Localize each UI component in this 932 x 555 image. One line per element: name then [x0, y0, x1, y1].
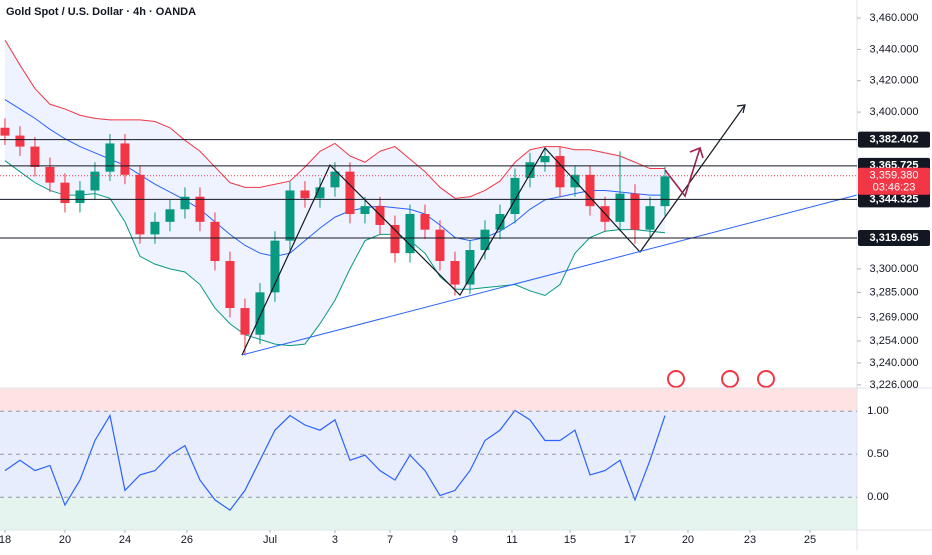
projection-arrow-head: [689, 146, 704, 159]
candle-body: [210, 221, 220, 262]
event-icon[interactable]: [667, 370, 685, 388]
candle-body: [345, 171, 355, 214]
osc-tick-label: 0.50: [867, 448, 888, 460]
candle-body: [90, 171, 100, 191]
candle-body: [180, 196, 190, 210]
level-tag: [858, 191, 930, 208]
y-tick-label: 3,400.000: [870, 106, 919, 118]
candle-body: [165, 209, 175, 222]
candle-body: [450, 261, 460, 285]
y-tick-label: 3,300.000: [870, 263, 919, 275]
candle-body: [660, 176, 670, 207]
drawings: [241, 104, 858, 388]
trendline: [241, 194, 858, 356]
y-tick-label: 3,460.000: [870, 12, 919, 24]
level-label: 3,344.325: [870, 193, 919, 205]
candle-body: [255, 292, 265, 335]
candle-body: [555, 155, 565, 188]
x-tick-label: 20: [59, 534, 71, 546]
last-price-label: 3,359.380: [870, 170, 919, 182]
osc-overbought-band: [0, 388, 857, 411]
candle-body: [60, 182, 70, 204]
candle-body: [495, 213, 505, 230]
y-tick-label: 3,254.000: [870, 335, 919, 347]
band-line: [4, 99, 665, 257]
level-tag: [858, 229, 930, 246]
candle-body: [285, 190, 295, 241]
candle-body: [240, 308, 250, 335]
candle-body: [360, 206, 370, 214]
x-tick-label: 7: [387, 534, 393, 546]
level-label: 3,319.695: [870, 232, 919, 244]
projection-arrow: [664, 147, 701, 198]
candle-body: [45, 166, 55, 183]
y-tick-label: 3,420.000: [870, 75, 919, 87]
oscillator-line: [4, 409, 666, 512]
candle-body: [630, 193, 640, 230]
x-tick-label: 20: [682, 534, 694, 546]
osc-tick-label: 1.00: [867, 405, 888, 417]
candle-body: [645, 206, 655, 230]
y-tick-label: 3,269.000: [870, 311, 919, 323]
band-line: [4, 39, 665, 199]
candle-body: [120, 143, 130, 175]
event-icon[interactable]: [757, 370, 775, 388]
osc-oversold-band: [0, 497, 857, 530]
x-tick-label: 3: [332, 534, 338, 546]
candle-body: [585, 174, 595, 207]
candle-body: [315, 187, 325, 199]
band-line: [4, 160, 666, 347]
candle-body: [0, 127, 10, 136]
y-tick-label: 3,226.000: [870, 379, 919, 391]
candle-body: [480, 229, 490, 251]
x-tick-label: 25: [804, 534, 816, 546]
candle-body: [30, 146, 40, 167]
candle-body: [225, 261, 235, 309]
candle-body: [525, 162, 535, 178]
y-tick-label: 3,285.000: [870, 286, 919, 298]
x-tick-label: 15: [564, 534, 576, 546]
countdown: 03:46:23: [873, 182, 916, 194]
x-tick-label: 24: [119, 534, 131, 546]
candle-body: [465, 250, 475, 285]
arrow-head: [736, 104, 746, 114]
candle-body: [270, 240, 280, 293]
y-tick-label: 3,240.000: [870, 357, 919, 369]
candle-body: [15, 135, 25, 147]
osc-tick-label: 0.00: [867, 491, 888, 503]
x-tick-label: Jul: [263, 534, 277, 546]
candle-body: [330, 171, 340, 188]
candle-body: [195, 196, 205, 222]
candle-body: [615, 193, 625, 222]
candle-body: [390, 224, 400, 254]
chart-title: Gold Spot / U.S. Dollar · 4h · OANDA: [6, 6, 196, 18]
candle-body: [75, 190, 85, 204]
last-price-tag: [858, 167, 930, 195]
y-tick-label: 3,440.000: [870, 43, 919, 55]
candle-body: [300, 190, 310, 199]
x-tick-label: 11: [506, 534, 517, 546]
x-tick-label: 18: [0, 534, 11, 546]
level-label: 3,382.402: [870, 134, 919, 146]
candle-body: [420, 213, 430, 230]
x-tick-label: 9: [452, 534, 458, 546]
level-tag: [858, 131, 930, 148]
x-tick-label: 23: [744, 534, 756, 546]
candle-body: [540, 155, 550, 163]
candle-body: [135, 174, 145, 235]
candle-body: [435, 229, 445, 262]
x-tick-label: 26: [181, 534, 193, 546]
x-tick-label: 17: [624, 534, 636, 546]
candle-body: [510, 177, 520, 214]
candle-body: [150, 221, 160, 235]
candle-body: [105, 143, 115, 172]
event-icon[interactable]: [721, 370, 739, 388]
zigzag: [241, 104, 746, 356]
candle-body: [405, 213, 415, 254]
